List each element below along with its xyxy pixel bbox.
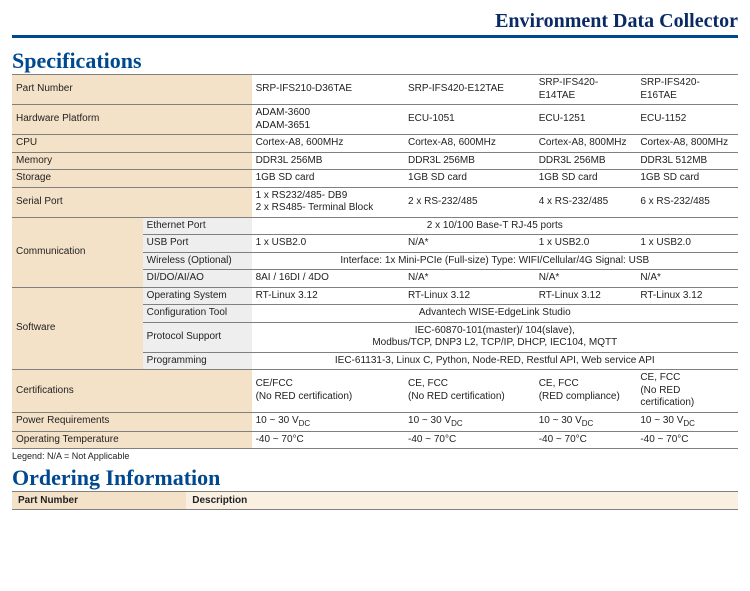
cell-span: 2 x 10/100 Base-T RJ-45 ports — [252, 217, 738, 235]
cell: RT-Linux 3.12 — [252, 287, 404, 305]
power-val: 10 ~ 30 V — [408, 415, 451, 426]
ordering-col-description: Description — [186, 492, 738, 510]
cell: Cortex-A8, 800MHz — [535, 135, 637, 153]
cell-span: Interface: 1x Mini-PCIe (Full-size) Type… — [252, 252, 738, 270]
cell-span: IEC-60870-101(master)/ 104(slave),Modbus… — [252, 322, 738, 352]
cell: N/A* — [636, 270, 738, 288]
ordering-table: Part Number Description — [12, 491, 738, 510]
cell: -40 ~ 70°C — [404, 431, 535, 449]
cell: RT-Linux 3.12 — [636, 287, 738, 305]
power-sub: DC — [582, 419, 594, 428]
section-ordering-title: Ordering Information — [12, 461, 738, 491]
cell-span: IEC-61131-3, Linux C, Python, Node-RED, … — [252, 352, 738, 370]
cell: 1 x RS232/485- DB92 x RS485- Terminal Bl… — [252, 187, 404, 217]
cell: 1 x USB2.0 — [252, 235, 404, 253]
row-label-cpu: CPU — [12, 135, 252, 153]
cell: DDR3L 256MB — [404, 152, 535, 170]
sub-label-protocol: Protocol Support — [143, 322, 252, 352]
cell: RT-Linux 3.12 — [535, 287, 637, 305]
row-label-power: Power Requirements — [12, 412, 252, 431]
row-label-communication: Communication — [12, 217, 143, 287]
cell: SRP-IFS420-E12TAE — [404, 75, 535, 105]
cell: 1 x USB2.0 — [535, 235, 637, 253]
power-sub: DC — [451, 419, 463, 428]
cell: 2 x RS-232/485 — [404, 187, 535, 217]
cell: 1GB SD card — [404, 170, 535, 188]
cell: 10 ~ 30 VDC — [404, 412, 535, 431]
power-val: 10 ~ 30 V — [256, 415, 299, 426]
sub-label-dio: DI/DO/AI/AO — [143, 270, 252, 288]
power-sub: DC — [299, 419, 311, 428]
row-label-certifications: Certifications — [12, 370, 252, 413]
cell: 10 ~ 30 VDC — [252, 412, 404, 431]
cell: 1GB SD card — [535, 170, 637, 188]
cell: 6 x RS-232/485 — [636, 187, 738, 217]
cell: Cortex-A8, 600MHz — [252, 135, 404, 153]
cell: N/A* — [535, 270, 637, 288]
cell: SRP-IFS420-E16TAE — [636, 75, 738, 105]
power-val: 10 ~ 30 V — [640, 415, 683, 426]
cell: -40 ~ 70°C — [252, 431, 404, 449]
row-label-serial: Serial Port — [12, 187, 252, 217]
cell: 1GB SD card — [252, 170, 404, 188]
row-label-part-number: Part Number — [12, 75, 252, 105]
cell: DDR3L 512MB — [636, 152, 738, 170]
cell: RT-Linux 3.12 — [404, 287, 535, 305]
row-label-software: Software — [12, 287, 143, 370]
sub-label-programming: Programming — [143, 352, 252, 370]
legend-text: Legend: N/A = Not Applicable — [12, 451, 738, 461]
cell: 8AI / 16DI / 4DO — [252, 270, 404, 288]
section-specifications-title: Specifications — [12, 44, 738, 74]
page-title: Environment Data Collector — [12, 10, 738, 38]
cell: ECU-1152 — [636, 105, 738, 135]
cell: 4 x RS-232/485 — [535, 187, 637, 217]
cell: N/A* — [404, 235, 535, 253]
sub-label-ethernet: Ethernet Port — [143, 217, 252, 235]
row-label-hardware-platform: Hardware Platform — [12, 105, 252, 135]
cell: CE, FCC(No RED certification) — [636, 370, 738, 413]
cell: 10 ~ 30 VDC — [535, 412, 637, 431]
row-label-storage: Storage — [12, 170, 252, 188]
cell: SRP-IFS210-D36TAE — [252, 75, 404, 105]
cell: -40 ~ 70°C — [535, 431, 637, 449]
row-label-memory: Memory — [12, 152, 252, 170]
sub-label-config-tool: Configuration Tool — [143, 305, 252, 323]
cell: CE/FCC(No RED certification) — [252, 370, 404, 413]
cell: CE, FCC(No RED certification) — [404, 370, 535, 413]
cell: DDR3L 256MB — [535, 152, 637, 170]
cell: CE, FCC(RED compliance) — [535, 370, 637, 413]
row-label-temperature: Operating Temperature — [12, 431, 252, 449]
cell: -40 ~ 70°C — [636, 431, 738, 449]
cell: Cortex-A8, 800MHz — [636, 135, 738, 153]
sub-label-wireless: Wireless (Optional) — [143, 252, 252, 270]
cell: N/A* — [404, 270, 535, 288]
specifications-table: Part Number SRP-IFS210-D36TAE SRP-IFS420… — [12, 74, 738, 449]
power-sub: DC — [683, 419, 695, 428]
cell: SRP-IFS420-E14TAE — [535, 75, 637, 105]
cell: ECU-1051 — [404, 105, 535, 135]
cell: Cortex-A8, 600MHz — [404, 135, 535, 153]
power-val: 10 ~ 30 V — [539, 415, 582, 426]
sub-label-os: Operating System — [143, 287, 252, 305]
sub-label-usb: USB Port — [143, 235, 252, 253]
cell: 10 ~ 30 VDC — [636, 412, 738, 431]
cell: DDR3L 256MB — [252, 152, 404, 170]
cell: 1GB SD card — [636, 170, 738, 188]
cell-span: Advantech WISE-EdgeLink Studio — [252, 305, 738, 323]
cell: ECU-1251 — [535, 105, 637, 135]
ordering-col-partnumber: Part Number — [12, 492, 186, 510]
cell: 1 x USB2.0 — [636, 235, 738, 253]
cell: ADAM-3600ADAM-3651 — [252, 105, 404, 135]
